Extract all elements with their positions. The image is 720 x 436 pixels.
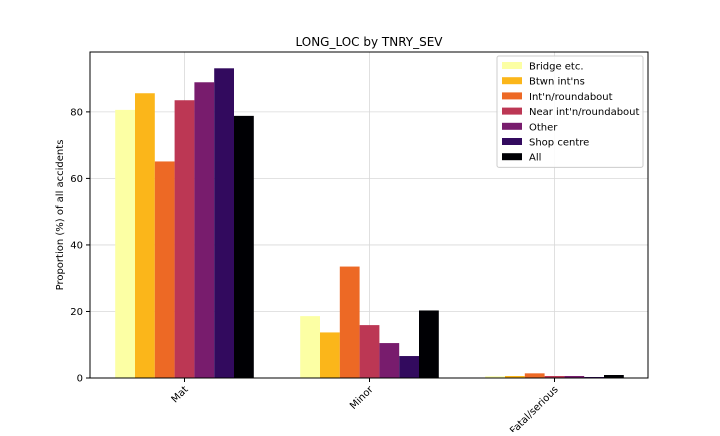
x-tick-label: Fatal/serious xyxy=(508,384,560,432)
y-tick-label: 20 xyxy=(70,307,83,318)
legend-swatch xyxy=(502,107,522,115)
legend-swatch xyxy=(502,62,522,69)
y-tick-label: 0 xyxy=(77,374,83,385)
bar xyxy=(174,100,195,379)
bar xyxy=(399,356,419,378)
bar xyxy=(115,109,135,379)
legend-label: Int'n/roundabout xyxy=(529,92,613,103)
y-tick-label: 40 xyxy=(70,240,83,251)
bar xyxy=(320,332,340,378)
bar xyxy=(214,68,234,379)
legend-swatch xyxy=(502,77,522,85)
x-axis-ticks: Mat Minor Fatal/serious xyxy=(170,378,561,436)
x-tick-label: Minor xyxy=(348,384,376,412)
legend-label: Shop centre xyxy=(529,138,589,149)
bar xyxy=(524,373,545,378)
legend-label: Other xyxy=(529,122,558,133)
legend-label: Bridge etc. xyxy=(529,62,584,73)
legend: Bridge etc. Btwn int'ns Int'n/roundabout Ne… xyxy=(496,55,644,168)
bar xyxy=(544,376,565,378)
legend-label: Near int'n/roundabout xyxy=(529,107,640,118)
bar xyxy=(485,376,505,378)
y-axis-label: Proportion (%) of all accidents xyxy=(55,140,66,291)
bar xyxy=(234,115,254,378)
bar xyxy=(154,161,175,378)
bar xyxy=(379,343,400,378)
bar xyxy=(135,93,155,379)
legend-swatch xyxy=(502,138,522,145)
chart-title: LONG_LOC by TNRY_SEV xyxy=(295,35,443,49)
bar xyxy=(505,376,525,378)
legend-label: All xyxy=(529,153,541,164)
bar xyxy=(359,325,380,378)
bar xyxy=(604,375,624,378)
legend-label: Btwn int'ns xyxy=(529,77,585,88)
bar xyxy=(194,82,215,379)
legend-swatch xyxy=(502,153,522,161)
x-tick-label: Mat xyxy=(170,384,191,405)
y-axis-ticks: 0 20 40 60 80 xyxy=(70,107,90,385)
bar xyxy=(339,266,360,378)
y-tick-label: 80 xyxy=(70,107,83,118)
legend-swatch xyxy=(502,122,522,130)
legend-swatch xyxy=(502,92,522,100)
legend-box xyxy=(496,55,644,168)
bar xyxy=(419,310,439,378)
bar xyxy=(300,316,320,378)
y-tick-label: 60 xyxy=(70,174,83,185)
bars xyxy=(115,68,624,379)
bar xyxy=(564,376,585,378)
